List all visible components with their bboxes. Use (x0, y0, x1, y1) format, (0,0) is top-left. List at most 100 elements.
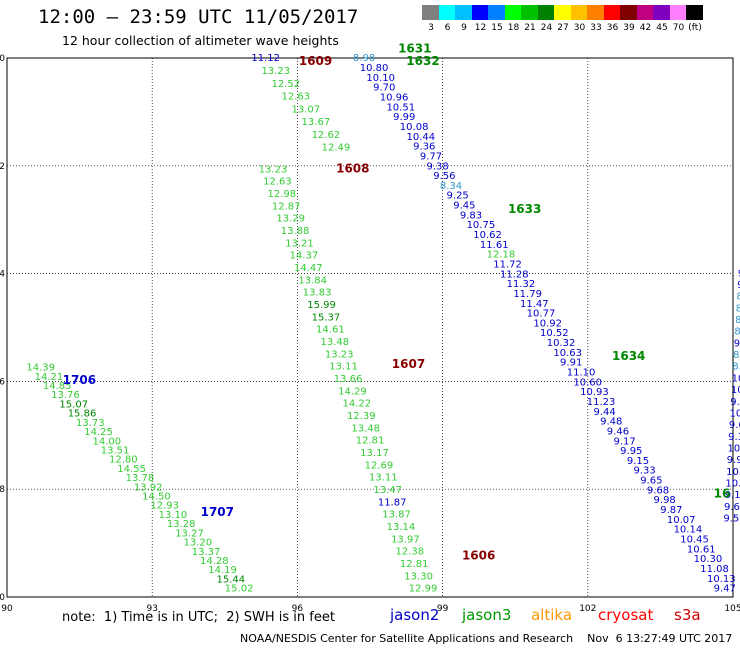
colorbar-tick-label: 30 (573, 23, 586, 33)
swh-value-label: 14.28 (200, 556, 229, 567)
swh-value-label: 8. (734, 327, 740, 338)
colorbar-tick-label: 18 (507, 23, 520, 33)
swh-value-label: 13.14 (387, 522, 416, 533)
swh-value-label: 9.68 (647, 485, 669, 496)
swh-value-label: 10.51 (386, 102, 415, 113)
colorbar-swatch (537, 5, 554, 20)
pass-number-label: 1608 (336, 161, 369, 175)
swh-value-label: 12.81 (400, 559, 429, 570)
swh-value-label: 13.37 (192, 547, 221, 558)
swh-value-label: 10.13 (707, 574, 736, 585)
swh-value-label: 14.61 (316, 325, 345, 336)
swh-value-label: 13.21 (285, 238, 314, 249)
colorbar-swatch (504, 5, 521, 20)
y-tick-label: -40 (0, 54, 5, 64)
colorbar-swatch (422, 5, 439, 20)
swh-value-label: 11.10 (567, 368, 596, 379)
swh-value-label: 14.29 (338, 386, 367, 397)
swh-value-label: 12.63 (281, 92, 310, 103)
swh-value-label: 8.7 (733, 350, 740, 361)
swh-value-label: 10.75 (467, 220, 496, 231)
swh-value-label: 9.77 (420, 151, 442, 162)
swh-value-label: 9.45 (453, 201, 475, 212)
swh-value-label: 11.12 (251, 53, 280, 64)
swh-value-label: 13.23 (325, 349, 354, 360)
pass-number-label: 1607 (392, 357, 425, 371)
swh-value-label: 13.76 (51, 390, 80, 401)
swh-value-label: 14.19 (208, 565, 237, 576)
colorbar-tick-label: 33 (590, 23, 602, 33)
swh-value-label: 14.37 (290, 251, 319, 262)
swh-value-label: 10.77 (527, 309, 556, 320)
swh-value-label: 13.67 (302, 117, 331, 128)
swh-value-label: 9.83 (460, 210, 482, 221)
swh-value-label: 11.32 (507, 279, 536, 290)
swh-value-label: 12.98 (268, 189, 297, 200)
pass-number-label: 1633 (508, 202, 541, 216)
y-tick-label: -46 (0, 377, 5, 387)
x-tick-label: 90 (1, 604, 13, 614)
colorbar-swatch (521, 5, 538, 20)
swh-value-label: 14.21 (35, 372, 64, 383)
swh-value-label: 15.07 (59, 399, 88, 410)
swh-value-label: 10.07 (667, 515, 696, 526)
swh-value-label: 13.07 (292, 104, 321, 115)
legend-altika: altika (531, 606, 573, 624)
swh-value-label: 13.29 (276, 214, 305, 225)
pass-number-label: 1609 (299, 54, 332, 68)
swh-value-label: 11.08 (700, 564, 729, 575)
swh-value-label: 8. (735, 315, 740, 326)
swh-value-label: 12.49 (322, 143, 351, 154)
swh-value-label: 9.65 (724, 502, 740, 513)
swh-value-label: 9.33 (634, 466, 656, 477)
swh-value-label: 9.17 (613, 436, 635, 447)
swh-value-label: 9.25 (447, 191, 469, 202)
colorbar-tick-label: 70 (672, 23, 685, 33)
swh-value-label: 8. (736, 303, 740, 314)
x-tick-label: 99 (437, 604, 449, 614)
swh-value-label: 9.47 (714, 584, 736, 595)
colorbar-tick-label: 36 (606, 23, 619, 33)
swh-value-label: 13.10 (159, 510, 188, 521)
colorbar-swatch (653, 5, 670, 20)
swh-value-label: 10.30 (694, 554, 723, 565)
swh-value-label: 11.72 (493, 259, 522, 270)
swh-value-label: 10. (732, 373, 740, 384)
swh-value-label: 13.48 (320, 337, 349, 348)
swh-value-label: 13.78 (126, 473, 155, 484)
note-text: note: 1) Time is in UTC; 2) SWH is in fe… (62, 610, 335, 625)
swh-value-label: 9 (737, 280, 740, 291)
swh-value-label: 13.84 (298, 275, 327, 286)
colorbar-swatch (554, 5, 571, 20)
swh-value-label: 8. (736, 292, 740, 303)
colorbar-swatch (438, 5, 455, 20)
chart-subtitle: 12 hour collection of altimeter wave hei… (62, 33, 339, 48)
swh-value-label: 15.44 (217, 574, 246, 585)
legend-jason3: jason3 (462, 606, 512, 624)
swh-value-label: 14.55 (117, 464, 146, 475)
swh-value-label: 13.11 (369, 473, 398, 484)
swh-value-label: 9.31 (728, 432, 740, 443)
swh-value-label: 10.60 (573, 377, 602, 388)
swh-value-label: 9.94 (727, 455, 740, 466)
y-tick-label: -50 (0, 593, 5, 603)
swh-value-label: 11.28 (500, 269, 529, 280)
pass-number-label: 1631 (398, 42, 431, 56)
swh-value-label: 10.63 (553, 348, 582, 359)
swh-value-label: 10.08 (400, 122, 429, 133)
colorbar-swatch (488, 5, 505, 20)
swh-value-label: 14.25 (84, 427, 113, 438)
swh-value-label: 9.87 (660, 505, 682, 516)
swh-value-label: 10.32 (547, 338, 576, 349)
swh-value-label: 9.68 (729, 420, 740, 431)
colorbar-tick-label: 12 (474, 23, 487, 33)
swh-value-label: 13.87 (382, 510, 411, 521)
swh-value-label: 9.46 (607, 426, 629, 437)
swh-value-label: 12.38 (395, 547, 424, 558)
swh-value-label: 10.80 (360, 63, 389, 74)
colorbar-swatch (570, 5, 587, 20)
plot-frame (6, 57, 734, 598)
swh-value-label: 11.23 (587, 397, 616, 408)
swh-value-label: 9.95 (620, 446, 642, 457)
